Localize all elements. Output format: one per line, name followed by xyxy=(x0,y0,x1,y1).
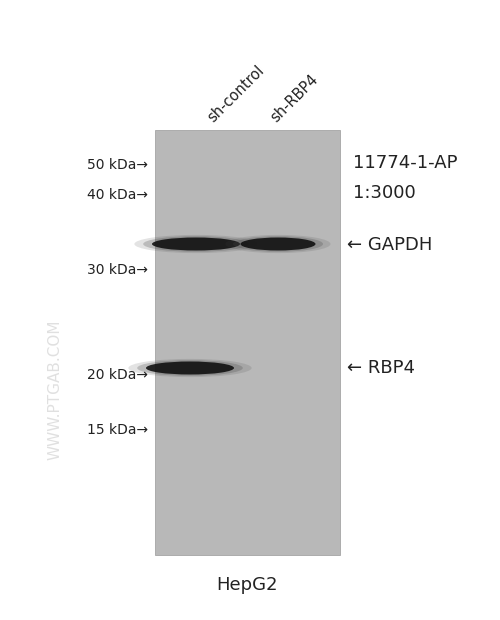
Text: WWW.PTGAB.COM: WWW.PTGAB.COM xyxy=(48,320,62,460)
Text: ← RBP4: ← RBP4 xyxy=(347,359,415,377)
Ellipse shape xyxy=(143,236,249,252)
Ellipse shape xyxy=(226,235,330,253)
Text: ← GAPDH: ← GAPDH xyxy=(347,236,432,254)
Text: 50 kDa→: 50 kDa→ xyxy=(87,158,148,172)
Ellipse shape xyxy=(233,236,323,252)
Text: 1:3000: 1:3000 xyxy=(353,184,416,202)
Ellipse shape xyxy=(152,237,240,250)
Text: 20 kDa→: 20 kDa→ xyxy=(87,368,148,382)
Text: HepG2: HepG2 xyxy=(216,576,278,594)
Text: 30 kDa→: 30 kDa→ xyxy=(87,263,148,277)
Ellipse shape xyxy=(146,361,234,374)
Ellipse shape xyxy=(240,237,316,250)
Text: 11774-1-AP: 11774-1-AP xyxy=(353,154,458,172)
Text: sh-control: sh-control xyxy=(204,63,267,125)
Text: 15 kDa→: 15 kDa→ xyxy=(87,423,148,437)
Text: 40 kDa→: 40 kDa→ xyxy=(87,188,148,202)
Ellipse shape xyxy=(128,359,252,377)
Ellipse shape xyxy=(137,360,243,376)
Ellipse shape xyxy=(134,235,258,253)
Bar xyxy=(155,130,340,555)
Text: sh-RBP4: sh-RBP4 xyxy=(268,72,321,125)
